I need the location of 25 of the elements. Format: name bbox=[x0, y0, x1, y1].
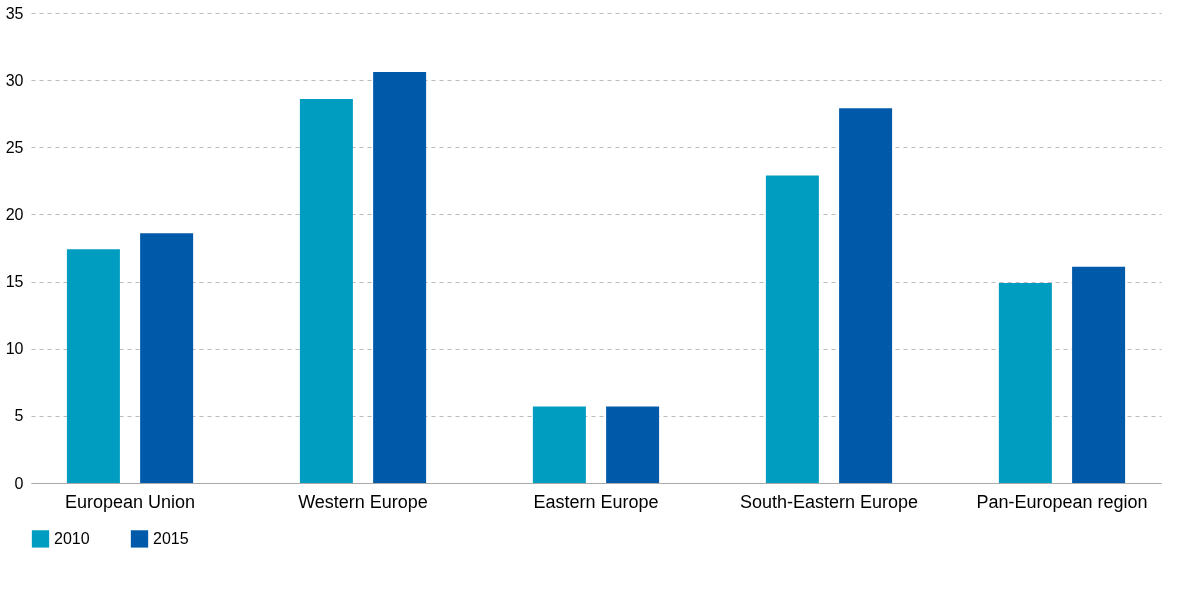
y-tick-label: 0 bbox=[14, 474, 24, 492]
x-tick-label: Eastern Europe bbox=[533, 491, 659, 512]
bar bbox=[299, 98, 353, 483]
legend-label: 2015 bbox=[153, 529, 189, 547]
y-tick-label: 25 bbox=[5, 138, 24, 156]
bar bbox=[839, 108, 893, 483]
x-tick-label: Pan-European region bbox=[976, 491, 1148, 512]
y-tick-label: 30 bbox=[5, 71, 24, 89]
x-tick-label: Western Europe bbox=[298, 491, 428, 512]
bar bbox=[373, 72, 427, 483]
y-tick-label: 35 bbox=[5, 4, 24, 22]
y-tick-label: 5 bbox=[14, 407, 24, 425]
y-tick-label: 15 bbox=[5, 273, 24, 291]
y-tick-label: 20 bbox=[5, 205, 24, 223]
x-tick-label: South-Eastern Europe bbox=[739, 491, 919, 512]
bar bbox=[140, 233, 194, 483]
bar bbox=[1072, 266, 1126, 483]
bar bbox=[532, 406, 586, 483]
x-tick-label: European Union bbox=[64, 491, 196, 512]
bar bbox=[66, 249, 120, 483]
y-tick-label: 10 bbox=[5, 340, 24, 358]
legend-label: 2010 bbox=[54, 529, 90, 547]
bar bbox=[765, 175, 819, 483]
bar bbox=[606, 406, 660, 483]
bar bbox=[998, 282, 1052, 483]
